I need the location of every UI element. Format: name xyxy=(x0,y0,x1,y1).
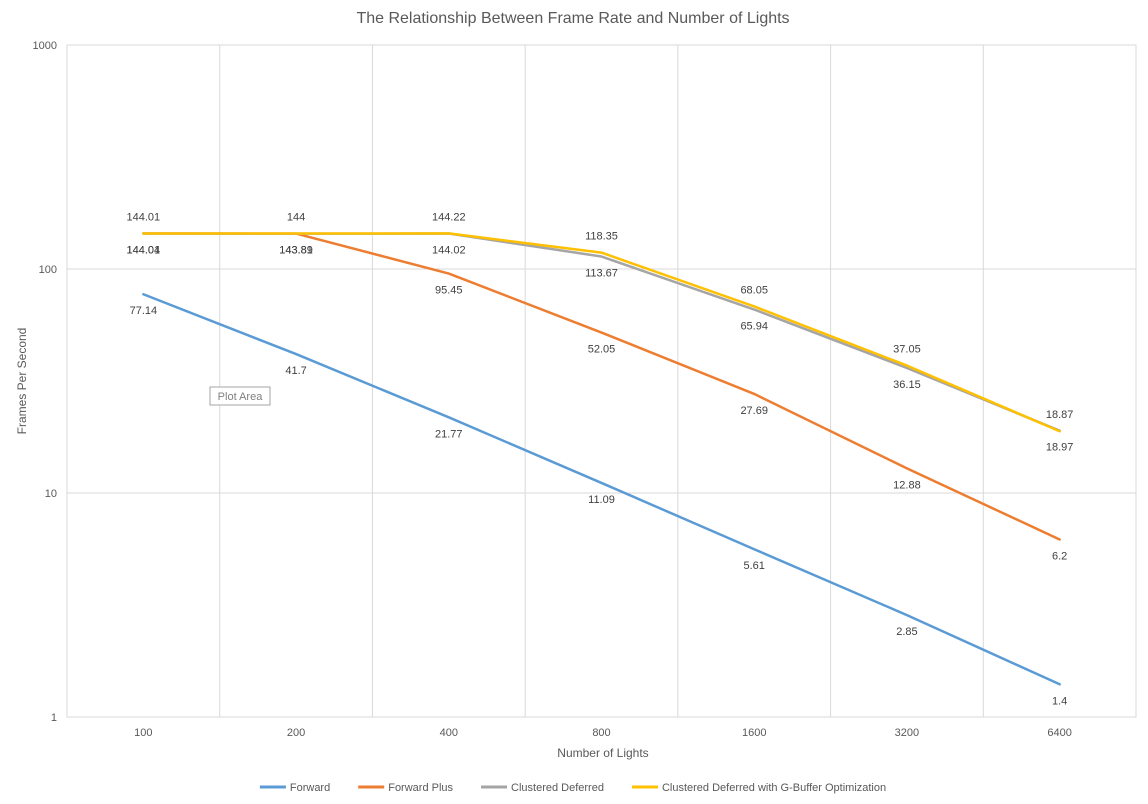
plot-area-tooltip: Plot Area xyxy=(209,386,271,406)
data-label: 1.4 xyxy=(1052,695,1067,707)
data-label: 6.2 xyxy=(1052,551,1067,563)
data-label: 144.04 xyxy=(127,244,161,256)
x-tick-label: 800 xyxy=(592,727,610,739)
x-axis-ticks: 100 200 400 800 1600 3200 6400 xyxy=(134,727,1072,739)
y-tick-label: 100 xyxy=(39,264,57,276)
data-label: 144 xyxy=(287,212,305,224)
data-label: 95.45 xyxy=(435,285,463,297)
data-label: 52.05 xyxy=(588,344,616,356)
x-tick-label: 3200 xyxy=(895,727,919,739)
x-tick-label: 6400 xyxy=(1047,727,1071,739)
chart-title: The Relationship Between Frame Rate and … xyxy=(356,10,789,27)
data-label: 12.88 xyxy=(893,479,921,491)
plot-area-border xyxy=(66,44,1137,718)
legend-item[interactable]: Clustered Deferred xyxy=(481,782,604,794)
data-label: 143.81 xyxy=(279,245,313,257)
data-label: 118.35 xyxy=(585,231,618,243)
data-label: 2.85 xyxy=(896,626,917,638)
y-axis-label: Frames Per Second xyxy=(15,328,29,435)
data-label: 5.61 xyxy=(744,560,765,572)
data-label: 143.89 xyxy=(279,245,313,257)
legend-label: Clustered Deferred xyxy=(511,782,604,794)
data-labels: 77.14 41.7 21.77 11.09 5.61 2.85 1.4 144.04 143.… xyxy=(127,211,1074,707)
legend[interactable]: Forward Forward Plus Clustered Deferred Clu… xyxy=(259,782,886,794)
data-label: 41.7 xyxy=(285,365,306,377)
legend-label: Forward xyxy=(290,782,330,794)
y-tick-label: 1 xyxy=(51,712,57,724)
data-label: 21.77 xyxy=(435,428,463,440)
x-tick-label: 400 xyxy=(440,727,458,739)
x-tick-label: 100 xyxy=(134,727,152,739)
tooltip-text: Plot Area xyxy=(218,391,264,403)
data-label: 68.05 xyxy=(740,284,768,296)
data-label: 65.94 xyxy=(740,321,768,333)
data-label: 144.01 xyxy=(127,245,161,257)
legend-item[interactable]: Clustered Deferred with G-Buffer Optimiz… xyxy=(631,782,886,794)
data-label: 27.69 xyxy=(740,405,768,417)
x-tick-label: 1600 xyxy=(742,727,766,739)
legend-label: Forward Plus xyxy=(388,782,453,794)
series-line-clustered-deferred-with-g-buffer-optimization[interactable] xyxy=(142,232,1061,433)
data-label: 144.01 xyxy=(127,212,161,224)
y-tick-label: 10 xyxy=(45,488,57,500)
legend-label: Clustered Deferred with G-Buffer Optimiz… xyxy=(662,782,886,794)
y-axis-ticks: 1 10 100 1000 xyxy=(33,40,57,724)
x-axis-label: Number of Lights xyxy=(557,746,648,760)
data-label: 18.87 xyxy=(1046,409,1074,421)
data-label: 144.22 xyxy=(432,211,466,223)
series-lines[interactable] xyxy=(142,232,1061,686)
y-tick-label: 1000 xyxy=(33,40,57,52)
legend-item[interactable]: Forward Plus xyxy=(358,782,454,794)
data-label: 18.97 xyxy=(1046,442,1074,454)
data-label: 11.09 xyxy=(588,494,615,506)
gridlines xyxy=(66,44,1137,718)
data-label: 37.05 xyxy=(893,344,921,356)
tooltip-box xyxy=(209,386,271,406)
x-tick-label: 200 xyxy=(287,727,305,739)
data-label: 144.02 xyxy=(432,245,466,257)
data-label: 77.14 xyxy=(130,305,158,317)
series-line-forward[interactable] xyxy=(142,292,1061,686)
data-label: 113.67 xyxy=(585,268,618,280)
data-label: 36.15 xyxy=(893,379,921,391)
legend-item[interactable]: Forward xyxy=(259,782,330,794)
